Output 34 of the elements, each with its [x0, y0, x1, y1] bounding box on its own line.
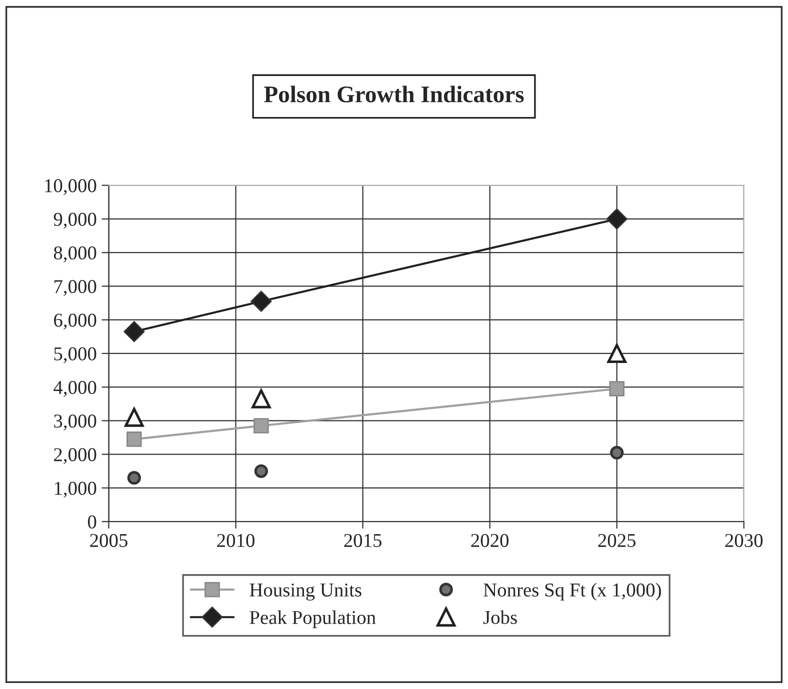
y-tick-label: 1,000	[54, 482, 96, 498]
point	[606, 208, 628, 230]
legend-label: Peak Population	[250, 610, 376, 628]
point	[252, 389, 271, 408]
legend-label: Housing Units	[250, 584, 362, 601]
y-tick-label: 0	[88, 515, 96, 529]
y-tick-label: 8,000	[54, 246, 96, 262]
point	[607, 344, 626, 364]
y-tick-label: 7,000	[54, 280, 96, 296]
point	[250, 290, 272, 312]
y-tick-label: 5,000	[54, 347, 96, 364]
y-tick-label: 10,000	[45, 179, 96, 196]
x-tick-label: 2030	[725, 534, 763, 548]
point	[127, 471, 141, 485]
legend-label: Jobs	[483, 610, 517, 624]
chart-title: Polson Growth Indicators	[264, 86, 524, 102]
x-tick-label: 2010	[217, 534, 254, 548]
y-tick-label: 2,000	[54, 448, 96, 464]
x-tick-label: 2020	[471, 534, 509, 548]
point	[126, 432, 142, 447]
x-tick-label: 2015	[344, 534, 382, 548]
point	[254, 464, 268, 478]
point	[609, 381, 624, 396]
y-tick-label: 9,000	[54, 212, 96, 229]
y-tick-label: 4,000	[54, 380, 96, 397]
x-tick-label: 2005	[90, 534, 128, 548]
x-tick-label: 2025	[598, 534, 636, 548]
point	[254, 418, 269, 434]
y-tick-label: 3,000	[54, 414, 96, 430]
point	[610, 446, 624, 460]
legend-label: Nonres Sq Ft (x 1,000)	[484, 582, 661, 601]
y-tick-label: 6,000	[54, 314, 96, 330]
point	[124, 321, 145, 342]
point	[124, 408, 144, 427]
